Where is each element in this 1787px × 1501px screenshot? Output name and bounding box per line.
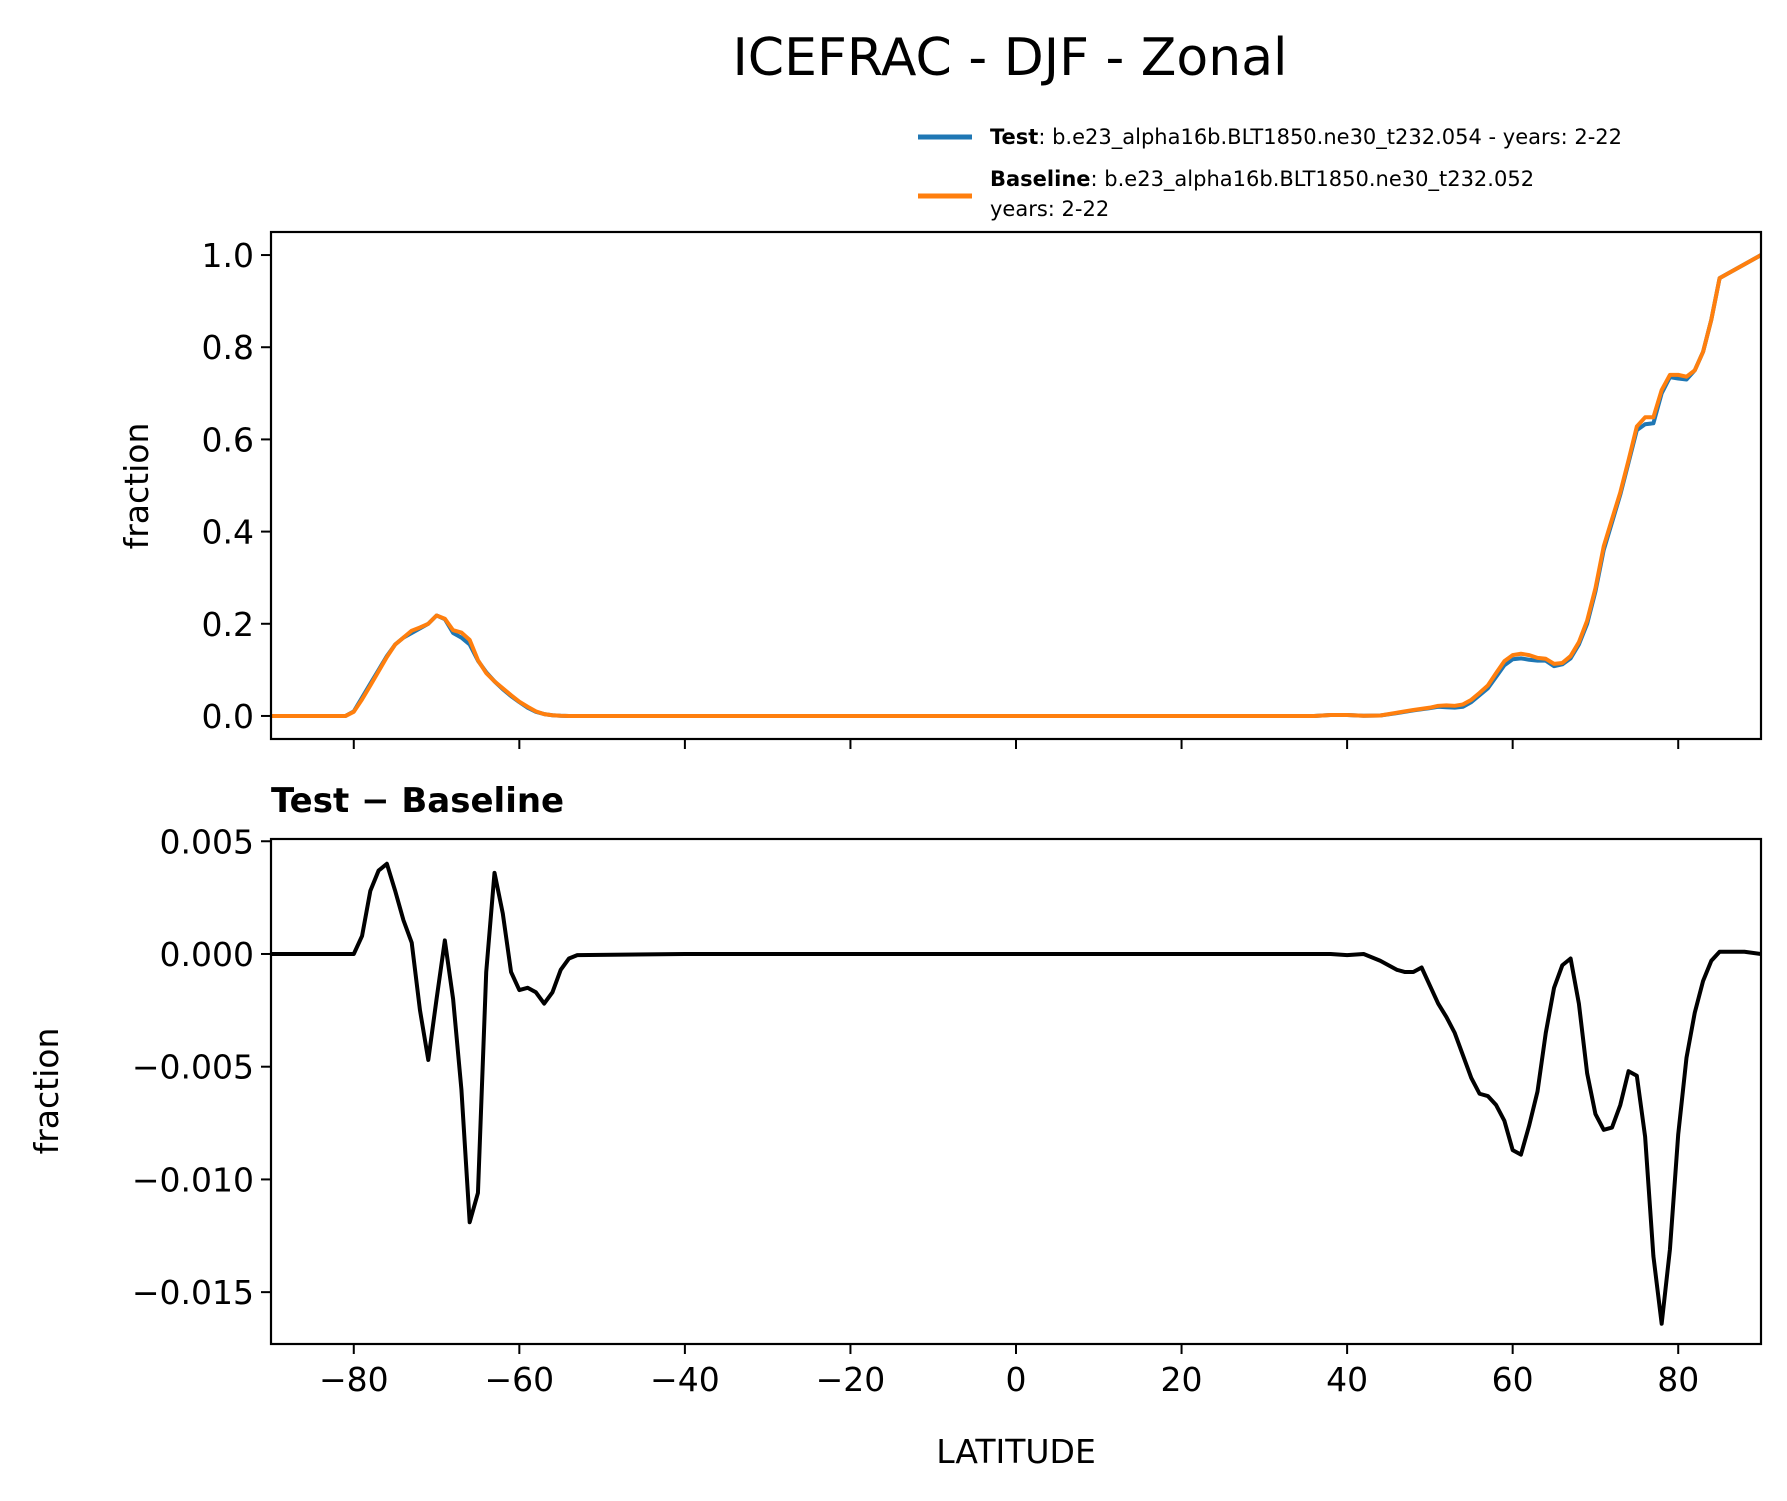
bottom-xlabel: LATITUDE: [936, 1432, 1096, 1471]
legend: Test: b.e23_alpha16b.BLT1850.ne30_t232.0…: [918, 125, 1622, 221]
top-ytick-label-0: 0.0: [202, 697, 254, 736]
top-plot-frame: [269, 230, 1763, 741]
bottom-xtick-label-40: −40: [650, 1360, 720, 1399]
legend-desc-baseline: b.e23_alpha16b.BLT1850.ne30_t232.052: [1104, 167, 1534, 192]
bottom-series-difference-line: [271, 861, 1761, 1326]
bottom-ytick-label-0: 0.000: [160, 935, 254, 974]
top-ytick-label-0-8: 0.8: [202, 328, 254, 367]
top-ticks-group: 0.0 0.2 0.4 0.6 0.8 1.0: [202, 236, 1680, 749]
bottom-ytick-label-0-005: −0.005: [132, 1048, 254, 1087]
bottom-ylabel: fraction: [27, 1028, 66, 1155]
top-series-group: [271, 253, 1761, 718]
bottom-xtick-label-80: −80: [319, 1360, 389, 1399]
legend-name-test: Test: [990, 125, 1038, 149]
bottom-ticks-group: −80 −60 −40 −20 0 20 40 60 80 0.005 0.000 −0.005 −0.…: [132, 822, 1699, 1399]
top-panel: 0.0 0.2 0.4 0.6 0.8 1.0 fraction: [117, 230, 1763, 749]
bottom-xtick-label-40: 40: [1326, 1360, 1368, 1399]
top-series-baseline-line: [271, 253, 1761, 718]
bottom-ytick-label-0-015: −0.015: [132, 1273, 254, 1312]
legend-desc2-baseline: years: 2-22: [990, 197, 1109, 221]
bottom-panel: Test − Baseline −80 −60 −40 −20 0 20 40 60 80 0.0…: [27, 781, 1763, 1471]
legend-entry-test: Test: b.e23_alpha16b.BLT1850.ne30_t232.0…: [990, 125, 1622, 150]
bottom-xtick-label-20: −20: [816, 1360, 886, 1399]
bottom-panel-title: Test − Baseline: [271, 781, 564, 821]
bottom-xtick-label-60: 60: [1492, 1360, 1534, 1399]
bottom-series-group: [271, 861, 1761, 1326]
bottom-xtick-label-80: 80: [1657, 1360, 1699, 1399]
legend-entry-baseline: Baseline: b.e23_alpha16b.BLT1850.ne30_t2…: [990, 167, 1534, 192]
legend-name-baseline: Baseline: [990, 167, 1091, 191]
legend-desc-test: b.e23_alpha16b.BLT1850.ne30_t232.054 - y…: [1052, 125, 1622, 150]
top-ytick-label-1: 1.0: [202, 236, 254, 275]
legend-sep-baseline: :: [1091, 167, 1105, 191]
bottom-ytick-label-0-005: 0.005: [160, 822, 254, 861]
legend-sep-test: :: [1038, 125, 1052, 149]
bottom-ytick-label-0-01: −0.010: [132, 1160, 254, 1199]
top-series-test-line: [271, 253, 1761, 718]
bottom-xtick-label-20: 20: [1161, 1360, 1203, 1399]
bottom-xtick-label-60: −60: [485, 1360, 555, 1399]
figure-title: ICEFRAC - DJF - Zonal: [732, 28, 1287, 88]
bottom-xtick-label-0: 0: [1006, 1360, 1027, 1399]
top-ytick-label-0-6: 0.6: [202, 420, 254, 459]
top-ylabel: fraction: [117, 423, 156, 550]
top-ytick-label-0-2: 0.2: [202, 605, 254, 644]
top-ytick-label-0-4: 0.4: [202, 513, 254, 552]
